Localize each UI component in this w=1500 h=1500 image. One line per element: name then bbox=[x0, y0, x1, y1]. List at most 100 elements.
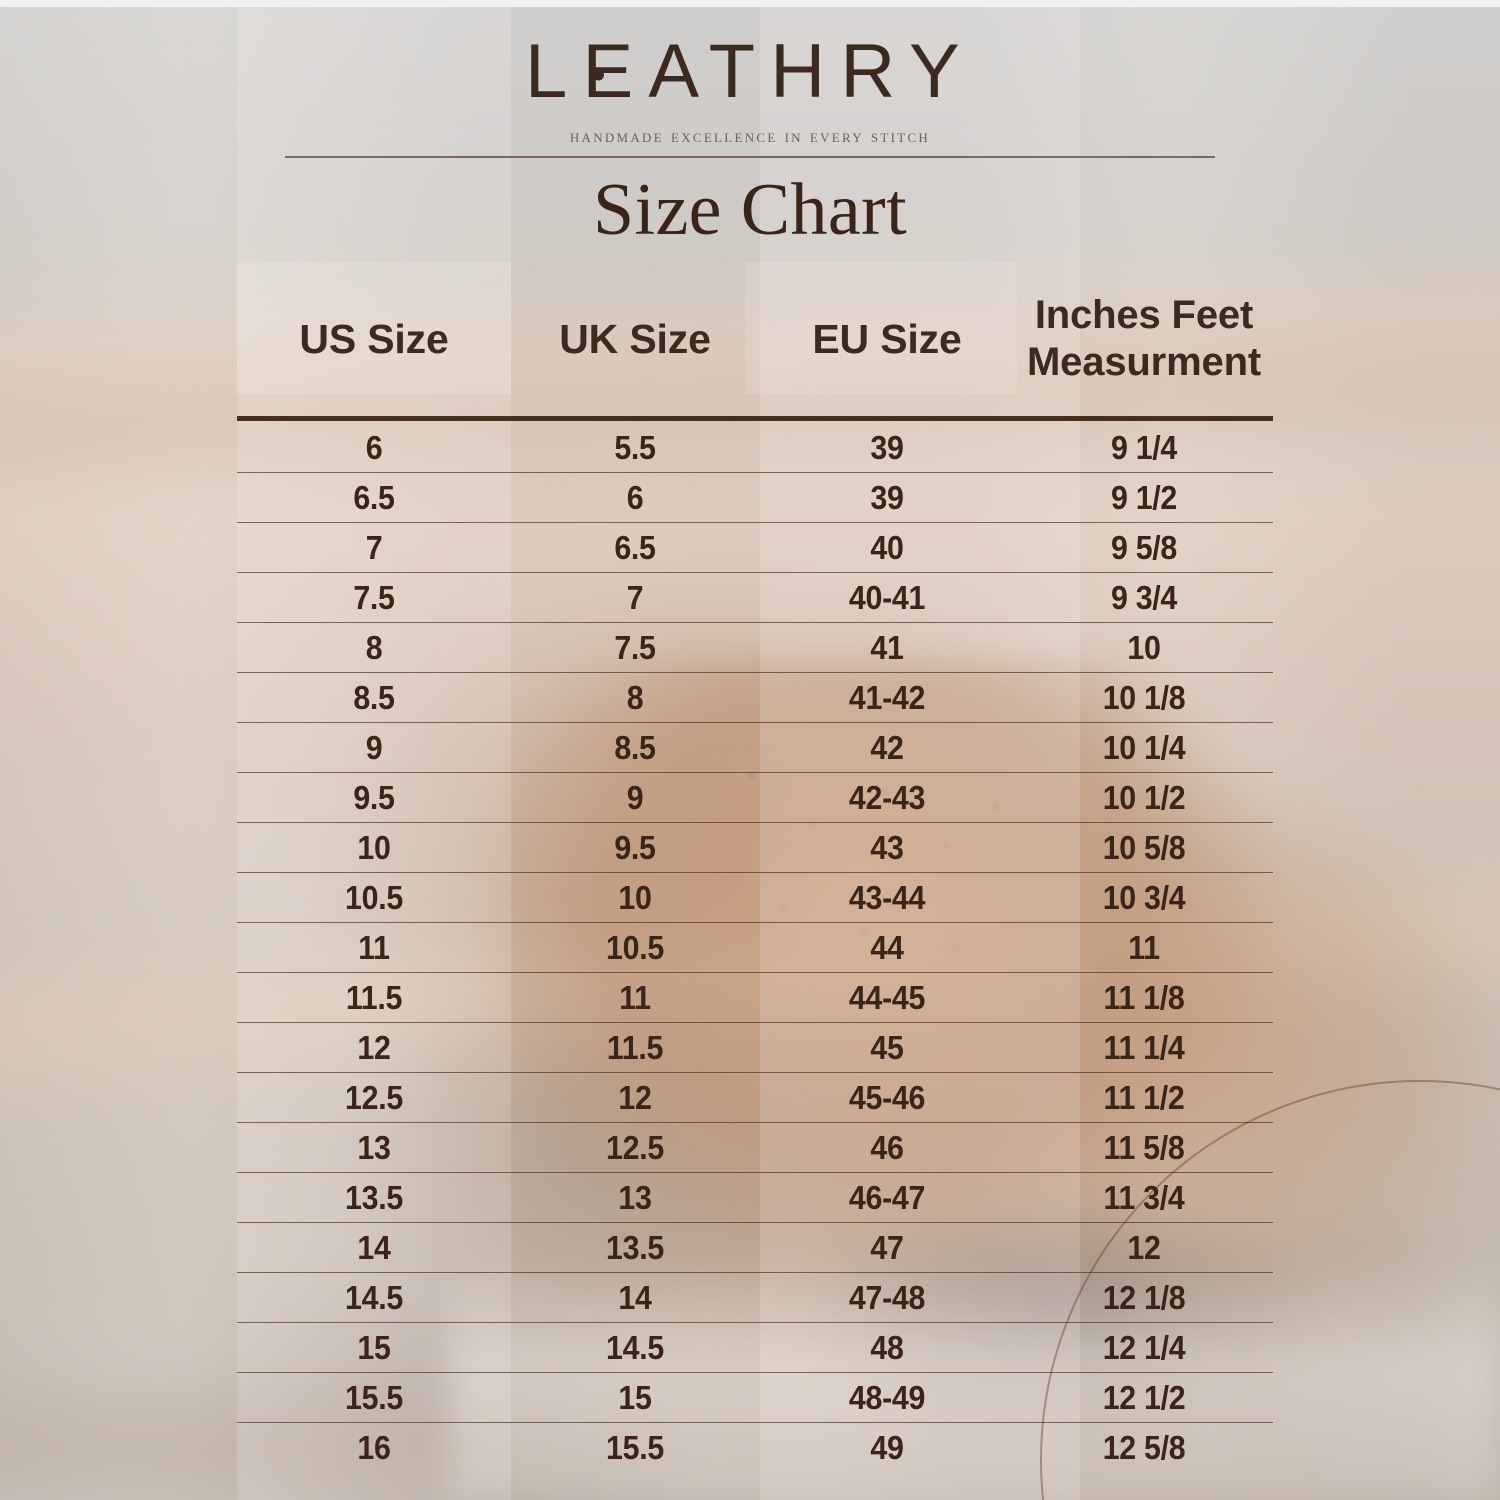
cell-inches: 10 3/4 bbox=[1102, 878, 1186, 916]
cell-inches: 11 3/4 bbox=[1103, 1178, 1185, 1216]
cell-eu: 39 bbox=[870, 478, 904, 516]
column-header-line-1: Inches Feet bbox=[1034, 292, 1254, 337]
table-row: 9 8.5 42 10 1/4 bbox=[237, 723, 1273, 773]
cell-us: 9.5 bbox=[353, 778, 395, 816]
table-row: 12 11.5 45 11 1/4 bbox=[237, 1023, 1273, 1073]
cell-eu: 40 bbox=[870, 528, 904, 566]
logo-a-dot-icon bbox=[592, 69, 604, 81]
cell-us: 8 bbox=[365, 628, 383, 666]
table-row: 8.5 8 41-42 10 1/8 bbox=[237, 673, 1273, 723]
cell-us: 10.5 bbox=[345, 878, 403, 916]
cell-inches: 10 1/8 bbox=[1102, 678, 1186, 716]
cell-uk: 10.5 bbox=[606, 928, 664, 966]
table-header-row: US Size UK Size EU Size Inches Feet Meas… bbox=[237, 262, 1273, 416]
cell-uk: 14 bbox=[618, 1278, 652, 1316]
table-row: 10.5 10 43-44 10 3/4 bbox=[237, 873, 1273, 923]
cell-inches: 9 1/2 bbox=[1110, 478, 1178, 516]
table-row: 14.5 14 47-48 12 1/8 bbox=[237, 1273, 1273, 1323]
cell-inches: 11 1/4 bbox=[1103, 1028, 1185, 1066]
cell-uk: 11 bbox=[619, 978, 651, 1016]
cell-eu: 46-47 bbox=[848, 1178, 926, 1216]
cell-us: 13 bbox=[357, 1128, 391, 1166]
table-row: 11.5 11 44-45 11 1/8 bbox=[237, 973, 1273, 1023]
cell-uk: 6 bbox=[626, 478, 644, 516]
table-row: 12.5 12 45-46 11 1/2 bbox=[237, 1073, 1273, 1123]
cell-inches: 11 5/8 bbox=[1103, 1128, 1185, 1166]
cell-inches: 9 5/8 bbox=[1110, 528, 1178, 566]
cell-inches: 12 1/8 bbox=[1102, 1278, 1186, 1316]
cell-us: 9 bbox=[365, 728, 383, 766]
table-row: 8 7.5 41 10 bbox=[237, 623, 1273, 673]
cell-eu: 43 bbox=[870, 828, 904, 866]
cell-uk: 15 bbox=[618, 1378, 652, 1416]
cell-us: 11 bbox=[358, 928, 390, 966]
cell-us: 13.5 bbox=[345, 1178, 403, 1216]
table-row: 13.5 13 46-47 11 3/4 bbox=[237, 1173, 1273, 1223]
cell-us: 7.5 bbox=[353, 578, 395, 616]
table-row: 6 5.5 39 9 1/4 bbox=[237, 423, 1273, 473]
cell-eu: 45 bbox=[870, 1028, 904, 1066]
table-row: 11 10.5 44 11 bbox=[237, 923, 1273, 973]
table-row: 14 13.5 47 12 bbox=[237, 1223, 1273, 1273]
cell-inches: 11 1/2 bbox=[1103, 1078, 1185, 1116]
cell-uk: 15.5 bbox=[606, 1429, 664, 1466]
cell-eu: 41-42 bbox=[848, 678, 926, 716]
cell-uk: 13 bbox=[618, 1178, 652, 1216]
cell-us: 12 bbox=[357, 1028, 391, 1066]
cell-uk: 14.5 bbox=[606, 1328, 664, 1366]
cell-uk: 10 bbox=[618, 878, 652, 916]
cell-us: 8.5 bbox=[353, 678, 395, 716]
table-row: 7 6.5 40 9 5/8 bbox=[237, 523, 1273, 573]
cell-eu: 40-41 bbox=[848, 578, 926, 616]
cell-us: 10 bbox=[357, 828, 391, 866]
cell-us: 15.5 bbox=[345, 1378, 403, 1416]
cell-eu: 44 bbox=[870, 928, 904, 966]
cell-uk: 12 bbox=[618, 1078, 652, 1116]
cell-inches: 10 5/8 bbox=[1102, 828, 1186, 866]
cell-inches: 11 bbox=[1128, 928, 1160, 966]
cell-uk: 12.5 bbox=[606, 1128, 664, 1166]
cell-us: 6.5 bbox=[353, 478, 395, 516]
cell-eu: 49 bbox=[870, 1429, 904, 1466]
cell-eu: 46 bbox=[870, 1128, 904, 1166]
cell-inches: 12 1/4 bbox=[1102, 1328, 1186, 1366]
cell-uk: 7 bbox=[626, 578, 644, 616]
table-body: 6 5.5 39 9 1/4 6.5 6 39 9 1/2 7 6.5 40 9 5/8 7.5 7 40-… bbox=[237, 423, 1273, 1473]
brand-header: LEATHRY Handmade Excellence in Every Sti… bbox=[0, 34, 1500, 148]
table-row: 10 9.5 43 10 5/8 bbox=[237, 823, 1273, 873]
cell-uk: 13.5 bbox=[606, 1228, 664, 1266]
cell-inches: 12 bbox=[1127, 1228, 1161, 1266]
cell-eu: 42-43 bbox=[848, 778, 926, 816]
column-header-eu-size: EU Size bbox=[812, 315, 962, 362]
table-row: 7.5 7 40-41 9 3/4 bbox=[237, 573, 1273, 623]
cell-eu: 48 bbox=[870, 1328, 904, 1366]
cell-us: 14.5 bbox=[345, 1278, 403, 1316]
cell-uk: 9.5 bbox=[614, 828, 656, 866]
cell-us: 6 bbox=[365, 428, 383, 466]
table-row: 13 12.5 46 11 5/8 bbox=[237, 1123, 1273, 1173]
page-title: Size Chart bbox=[592, 169, 907, 251]
brand-tagline: Handmade Excellence in Every Stitch bbox=[569, 126, 931, 147]
table-row: 16 15.5 49 12 5/8 bbox=[237, 1423, 1273, 1473]
cell-eu: 41 bbox=[870, 628, 904, 666]
column-header-line-2: Measurment bbox=[1026, 340, 1262, 384]
table-row: 15 14.5 48 12 1/4 bbox=[237, 1323, 1273, 1373]
column-header-us-size: US Size bbox=[299, 315, 449, 362]
header-divider-rule bbox=[285, 156, 1215, 158]
table-row: 15.5 15 48-49 12 1/2 bbox=[237, 1373, 1273, 1423]
cell-us: 14 bbox=[357, 1228, 391, 1266]
cell-us: 11.5 bbox=[345, 978, 403, 1016]
cell-eu: 48-49 bbox=[848, 1378, 926, 1416]
cell-us: 12.5 bbox=[345, 1078, 403, 1116]
cell-uk: 5.5 bbox=[614, 428, 656, 466]
cell-eu: 47-48 bbox=[848, 1278, 926, 1316]
brand-logo-text: LEATHRY bbox=[525, 29, 975, 114]
column-header-inches-feet-measurment: Inches Feet Measurment bbox=[1015, 292, 1273, 386]
cell-uk: 6.5 bbox=[614, 528, 656, 566]
cell-inches: 11 1/8 bbox=[1103, 978, 1185, 1016]
top-edge-band bbox=[0, 0, 1500, 7]
cell-eu: 43-44 bbox=[848, 878, 926, 916]
